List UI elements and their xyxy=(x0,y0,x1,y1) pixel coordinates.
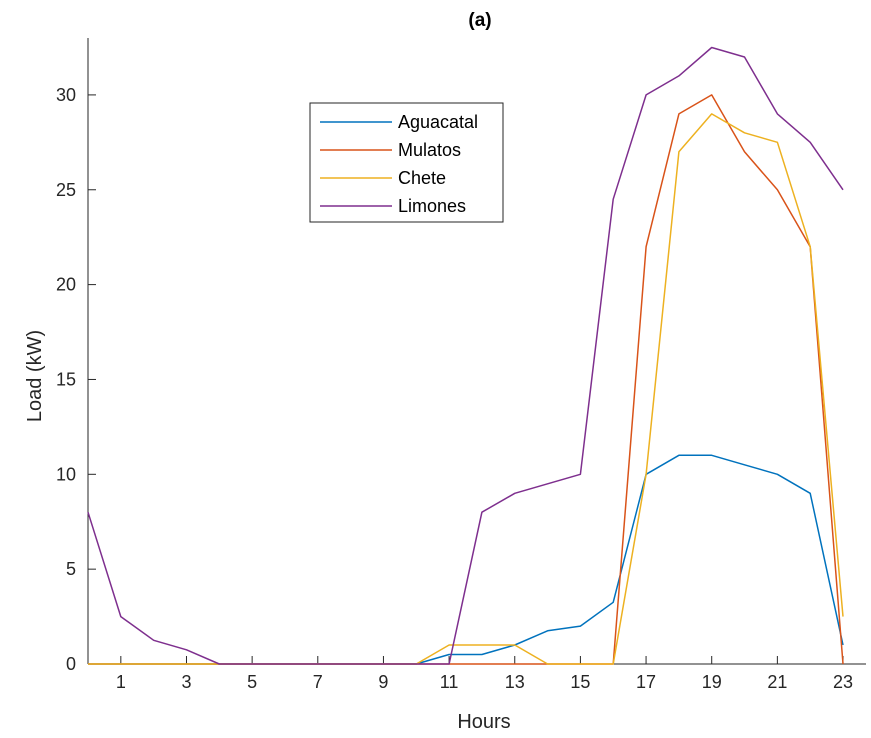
legend-label: Mulatos xyxy=(398,140,461,160)
legend-label: Limones xyxy=(398,196,466,216)
legend-label: Aguacatal xyxy=(398,112,478,132)
x-tick-label: 5 xyxy=(247,672,257,692)
y-tick-label: 25 xyxy=(56,180,76,200)
x-axis-ticks: 1 3 5 7 9 11 13 15 17 19 21 23 xyxy=(116,656,853,692)
x-tick-label: 9 xyxy=(378,672,388,692)
x-tick-label: 11 xyxy=(440,672,459,692)
x-tick-label: 3 xyxy=(181,672,191,692)
y-tick-label: 20 xyxy=(56,275,76,295)
x-tick-label: 19 xyxy=(702,672,722,692)
y-tick-label: 15 xyxy=(56,369,76,389)
series-lines xyxy=(87,46,844,665)
x-tick-label: 15 xyxy=(570,672,590,692)
x-axis-label: Hours xyxy=(457,711,510,733)
x-tick-label: 1 xyxy=(116,672,126,692)
series-line-chete xyxy=(88,113,844,665)
x-tick-label: 17 xyxy=(636,672,656,692)
x-tick-label: 23 xyxy=(833,672,853,692)
y-axis-ticks: 0 5 10 15 20 25 30 xyxy=(56,85,96,674)
legend: Aguacatal Mulatos Chete Limones xyxy=(309,102,504,223)
series-line-limones xyxy=(87,46,844,665)
y-tick-label: 10 xyxy=(56,464,76,484)
legend-label: Chete xyxy=(398,168,446,188)
chart-title: (a) xyxy=(468,10,491,31)
x-tick-label: 13 xyxy=(505,672,525,692)
y-axis-label: Load (kW) xyxy=(24,330,46,422)
x-tick-label: 7 xyxy=(313,672,323,692)
y-tick-label: 0 xyxy=(66,654,76,674)
y-tick-label: 30 xyxy=(56,85,76,105)
legend-box xyxy=(309,102,504,223)
series-line-aguacatal xyxy=(88,454,844,665)
y-tick-label: 5 xyxy=(66,559,76,579)
x-tick-label: 21 xyxy=(767,672,787,692)
